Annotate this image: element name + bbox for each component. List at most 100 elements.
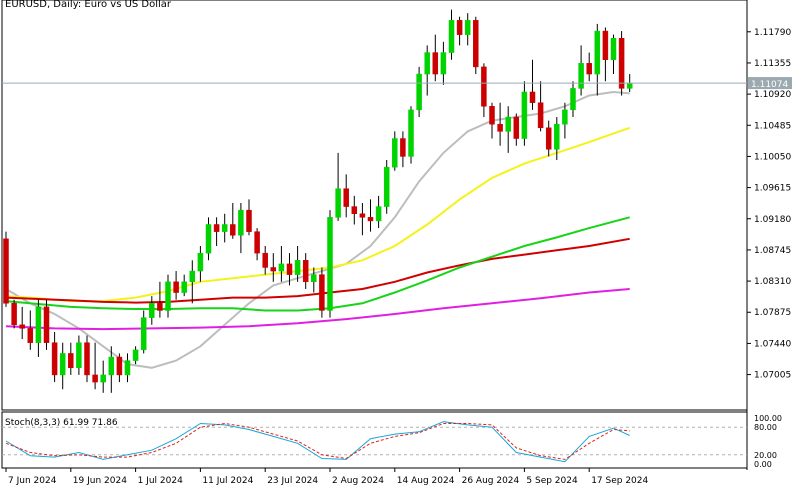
price-tick-label: 1.07005 [754,371,791,381]
candle-body-down [11,303,17,326]
candle [286,253,293,286]
candle-body-up [440,52,447,75]
candle-body-down [400,138,406,157]
time-tick-label: 1 Jul 2024 [138,476,183,485]
stoch-signal-line [5,422,630,460]
candle-body-down [230,224,236,236]
candle-body-down [367,217,374,222]
candle-body-down [529,91,536,103]
candle-body-up [100,374,106,383]
time-tick-label: 14 Aug 2024 [397,476,455,485]
candle-body-up [554,123,560,150]
candle [278,245,285,282]
candle-body-down [254,231,260,254]
candle-body-up [578,63,584,89]
time-tick-label: 11 Jul 2024 [202,476,253,485]
candle [108,346,115,393]
candle-body-up [610,37,617,60]
candle [448,9,455,60]
candle [408,106,414,164]
candle [197,245,204,282]
candle [545,120,552,157]
candle-body-down [586,63,592,75]
candle [35,299,42,358]
moving-average-gray [5,90,630,369]
candlesticks [3,9,633,393]
price-axis-labels: 1.11790 1.11355 1.10920 1.10485 1.10050 1.096… [747,28,791,381]
candle [440,41,447,85]
candle-body-up [221,224,228,232]
candle [294,245,301,282]
candle [213,217,220,246]
candle [537,81,544,132]
candle [173,271,179,300]
candle-body-down [432,52,439,75]
candle [205,217,212,261]
price-tick-label: 1.07440 [754,339,791,349]
candle-body-up [570,88,576,111]
candle [456,16,463,46]
candle-body-up [416,73,422,111]
candle [149,296,155,325]
candle [610,34,617,75]
current-price-line: 1.11074 [2,77,792,90]
candle [594,23,601,96]
candle [51,331,58,383]
stoch-tick-label: 100.00 [754,414,782,423]
candle-body-down [456,20,463,35]
candle [238,203,244,254]
candle-body-up [165,281,171,311]
candle-body-up [375,206,382,222]
candle-body-up [238,209,244,236]
candle [327,210,333,318]
moving-average-yellow [5,126,631,303]
candle [392,131,398,171]
time-tick-label: 2 Aug 2024 [332,476,384,485]
time-tick-label: 19 Jun 2024 [73,476,127,485]
candle [578,45,584,96]
candle [343,174,349,218]
candle-body-down [116,356,123,376]
stoch-title: Stoch(8,3,3) 61.99 71.86 [5,418,118,428]
stoch-tick-label: 80.00 [754,423,777,432]
candle-body-up [448,20,455,53]
candle [189,260,196,304]
candle [221,213,228,243]
time-tick-label: 5 Sep 2024 [526,476,578,485]
candle [359,203,366,236]
candle-body-down [84,342,90,376]
price-tick-label: 1.08310 [754,277,791,287]
price-tick-label: 1.08745 [754,246,791,256]
candle-body-up [424,52,430,75]
candle [157,281,163,318]
price-tick-label: 1.09615 [754,184,791,194]
candle-body-up [408,109,414,157]
time-tick-label: 7 Jun 2024 [8,476,57,485]
candle-body-down [3,238,9,304]
candle [246,199,252,236]
candle [335,152,341,221]
candle [400,131,406,168]
price-tick-label: 1.10485 [754,121,791,131]
moving-averages [5,90,631,369]
candle [3,231,9,307]
candle-body-up [464,20,471,35]
candle [464,13,471,46]
candle [602,27,609,82]
candle-body-up [505,116,511,132]
candle-body-up [140,317,147,351]
candle-body-down [68,353,74,369]
price-tick-label: 1.09180 [754,215,791,225]
candle [424,45,430,96]
candle [124,353,131,383]
price-tick-label: 1.11355 [754,59,791,69]
stoch-main-line [5,421,630,463]
candle-body-down [351,206,358,214]
price-tick-label: 1.10920 [754,90,791,100]
candle [562,102,568,139]
candle-body-down [92,374,98,383]
candle-body-down [27,328,34,343]
time-axis-labels: 7 Jun 2024 19 Jun 2024 1 Jul 2024 11 Jul 20… [5,468,649,485]
